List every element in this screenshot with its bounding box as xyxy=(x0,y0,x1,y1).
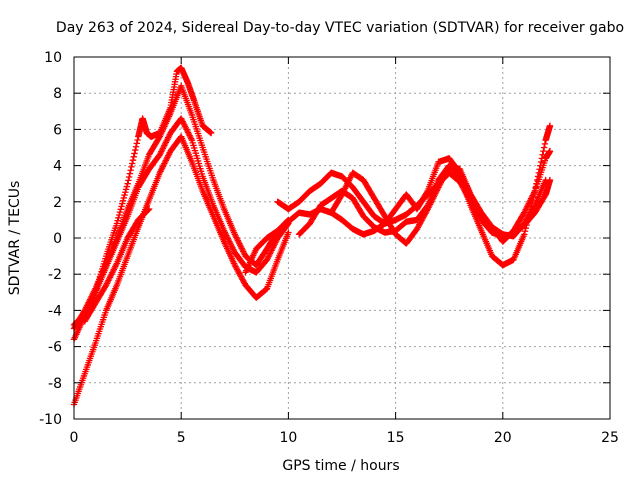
data-point xyxy=(126,170,134,177)
data-point xyxy=(521,228,529,235)
data-point xyxy=(122,189,129,196)
data-point xyxy=(113,220,121,227)
data-point xyxy=(533,180,540,187)
data-point xyxy=(539,151,546,158)
data-point xyxy=(531,187,539,195)
data-point xyxy=(121,191,128,199)
data-point xyxy=(128,160,136,167)
data-point xyxy=(119,200,126,207)
data-point xyxy=(131,150,138,157)
data-point xyxy=(124,180,131,187)
data-point xyxy=(133,140,140,147)
y-axis-ticks: -10 -8 -6 -4 -2 0 2 4 6 8 10 xyxy=(39,50,610,428)
data-point xyxy=(132,143,140,150)
data-point xyxy=(541,140,549,148)
data-point xyxy=(115,214,122,222)
y-tick-label: 4 xyxy=(53,159,62,175)
data-point xyxy=(534,176,541,184)
y-tick-label: 10 xyxy=(44,50,62,66)
y-tick-label: -4 xyxy=(48,303,62,319)
x-tick-label: 25 xyxy=(601,430,619,446)
chart-title: Day 263 of 2024, Sidereal Day-to-day VTE… xyxy=(56,20,624,36)
data-point xyxy=(128,163,135,171)
data-point xyxy=(117,206,124,213)
data-point xyxy=(130,153,137,161)
data-point xyxy=(538,155,546,162)
data-point xyxy=(542,176,549,184)
data-point xyxy=(118,203,125,210)
y-tick-label: -10 xyxy=(39,412,62,428)
x-axis-ticks: 0 5 10 15 20 25 xyxy=(70,57,619,446)
data-point xyxy=(535,169,542,177)
data-point xyxy=(530,190,538,198)
data-point xyxy=(125,173,133,181)
data-point xyxy=(537,162,544,169)
data-point xyxy=(546,147,554,155)
data-point xyxy=(134,136,141,144)
x-tick-label: 15 xyxy=(387,430,405,446)
y-tick-label: 6 xyxy=(53,122,62,138)
data-point xyxy=(534,173,542,180)
x-tick-label: 5 xyxy=(177,430,186,446)
y-tick-label: 2 xyxy=(53,195,62,211)
data-point xyxy=(522,224,529,232)
data-point xyxy=(115,211,123,219)
data-point xyxy=(530,193,537,201)
series-track-f xyxy=(242,169,554,276)
series-track-a xyxy=(70,133,292,408)
y-axis-label: SDTVAR / TECUs xyxy=(7,181,23,296)
series-track-d xyxy=(70,64,215,329)
series-track-e xyxy=(81,205,153,325)
data-point xyxy=(122,186,130,193)
y-tick-label: 0 xyxy=(53,231,62,247)
data-point xyxy=(132,146,139,154)
y-tick-label: -2 xyxy=(48,267,62,283)
data-point xyxy=(285,229,292,236)
data-point xyxy=(208,129,215,137)
data-point xyxy=(129,156,137,164)
x-axis-label: GPS time / hours xyxy=(282,458,399,474)
data-point xyxy=(119,197,127,204)
data-points xyxy=(70,64,554,408)
data-point xyxy=(127,167,134,174)
y-tick-label: 8 xyxy=(53,86,62,102)
data-point xyxy=(546,122,554,129)
y-tick-label: -8 xyxy=(48,376,62,392)
series-track-i xyxy=(328,162,549,247)
data-point xyxy=(521,231,528,238)
data-point xyxy=(540,144,548,151)
data-point xyxy=(540,147,547,155)
data-point xyxy=(536,166,543,173)
x-tick-label: 20 xyxy=(494,430,512,446)
data-point xyxy=(114,217,121,224)
grid-lines xyxy=(74,57,610,419)
x-tick-label: 0 xyxy=(70,430,79,446)
data-point xyxy=(145,205,153,213)
data-point xyxy=(116,208,124,216)
data-point xyxy=(123,183,131,190)
data-point xyxy=(532,184,539,191)
y-tick-label: -6 xyxy=(48,340,62,356)
data-point xyxy=(125,177,132,184)
data-point xyxy=(120,194,127,202)
data-point xyxy=(145,206,152,214)
x-tick-label: 10 xyxy=(279,430,297,446)
data-point xyxy=(537,158,545,166)
data-point xyxy=(423,189,431,196)
